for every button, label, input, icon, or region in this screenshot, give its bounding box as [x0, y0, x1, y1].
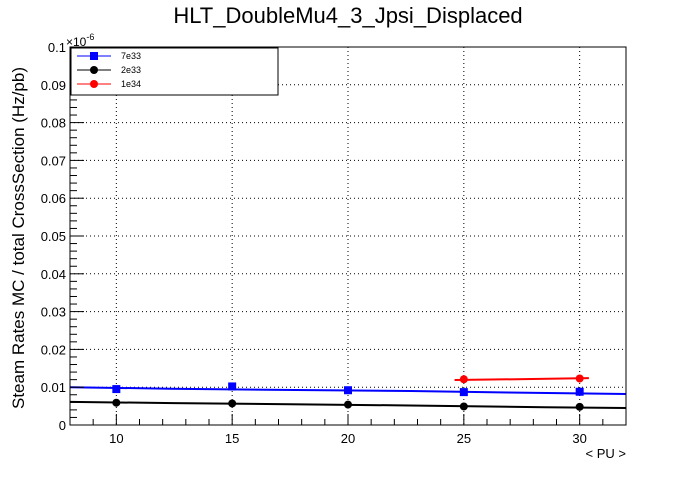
data-point-7e33 [459, 388, 468, 397]
y-tick-label: 0.05 [41, 229, 66, 244]
legend-marker-2e33 [90, 66, 98, 74]
data-point-7e33 [228, 382, 237, 391]
data-point-2e33 [459, 402, 468, 411]
legend-label-7e33: 7e33 [121, 51, 141, 61]
data-point-1e34 [459, 375, 468, 384]
legend-label-2e33: 2e33 [121, 65, 141, 75]
x-axis-label: < PU > [586, 446, 626, 461]
legend-marker-1e34 [90, 80, 98, 88]
y-tick-label: 0.06 [41, 191, 66, 206]
axes-layer: 10 15 20 25 30 0 0.01 0.02 0.03 0.04 0.05 0.06 0.07 0… [41, 40, 627, 446]
y-exponent-base: ×10 [66, 35, 87, 49]
series-line-2e33 [69, 400, 627, 409]
data-point-7e33 [575, 387, 584, 396]
series-line-7e33 [69, 386, 627, 395]
x-tick-label: 15 [225, 431, 239, 446]
series-line-1e34 [454, 377, 589, 381]
legend-label-1e34: 1e34 [121, 79, 141, 89]
data-point-2e33 [575, 402, 584, 411]
data-layer [69, 374, 627, 411]
grid-layer [70, 46, 626, 425]
y-tick-label: 0.01 [41, 380, 66, 395]
y-tick-label: 0 [59, 418, 66, 433]
y-tick-label: 0.03 [41, 305, 66, 320]
data-point-7e33 [344, 386, 352, 395]
y-tick-label: 0.09 [41, 78, 66, 93]
legend-marker-7e33 [90, 52, 98, 60]
y-exponent-label: ×10-6 [66, 32, 94, 49]
data-point-2e33 [228, 399, 237, 408]
y-tick-label: 0.1 [48, 40, 66, 55]
legend-box [70, 47, 279, 96]
y-tick-label: 0.07 [41, 153, 66, 168]
x-tick-label: 10 [109, 431, 123, 446]
y-axis-label: Steam Rates MC / total CrossSection (Hz/… [9, 67, 28, 409]
data-point-2e33 [344, 400, 352, 409]
y-tick-label: 0.02 [41, 342, 66, 357]
x-tick-label: 25 [457, 431, 471, 446]
data-point-1e34 [575, 374, 584, 383]
y-tick-label: 0.04 [41, 267, 66, 282]
legend: 7e33 2e33 1e34 [70, 47, 279, 96]
chart-title: HLT_DoubleMu4_3_Jpsi_Displaced [173, 3, 522, 28]
y-exponent-power: -6 [86, 32, 94, 42]
y-tick-label: 0.08 [41, 116, 66, 131]
x-tick-label: 30 [572, 431, 586, 446]
x-tick-label: 20 [341, 431, 355, 446]
data-point-7e33 [112, 385, 121, 394]
data-point-2e33 [112, 398, 121, 407]
